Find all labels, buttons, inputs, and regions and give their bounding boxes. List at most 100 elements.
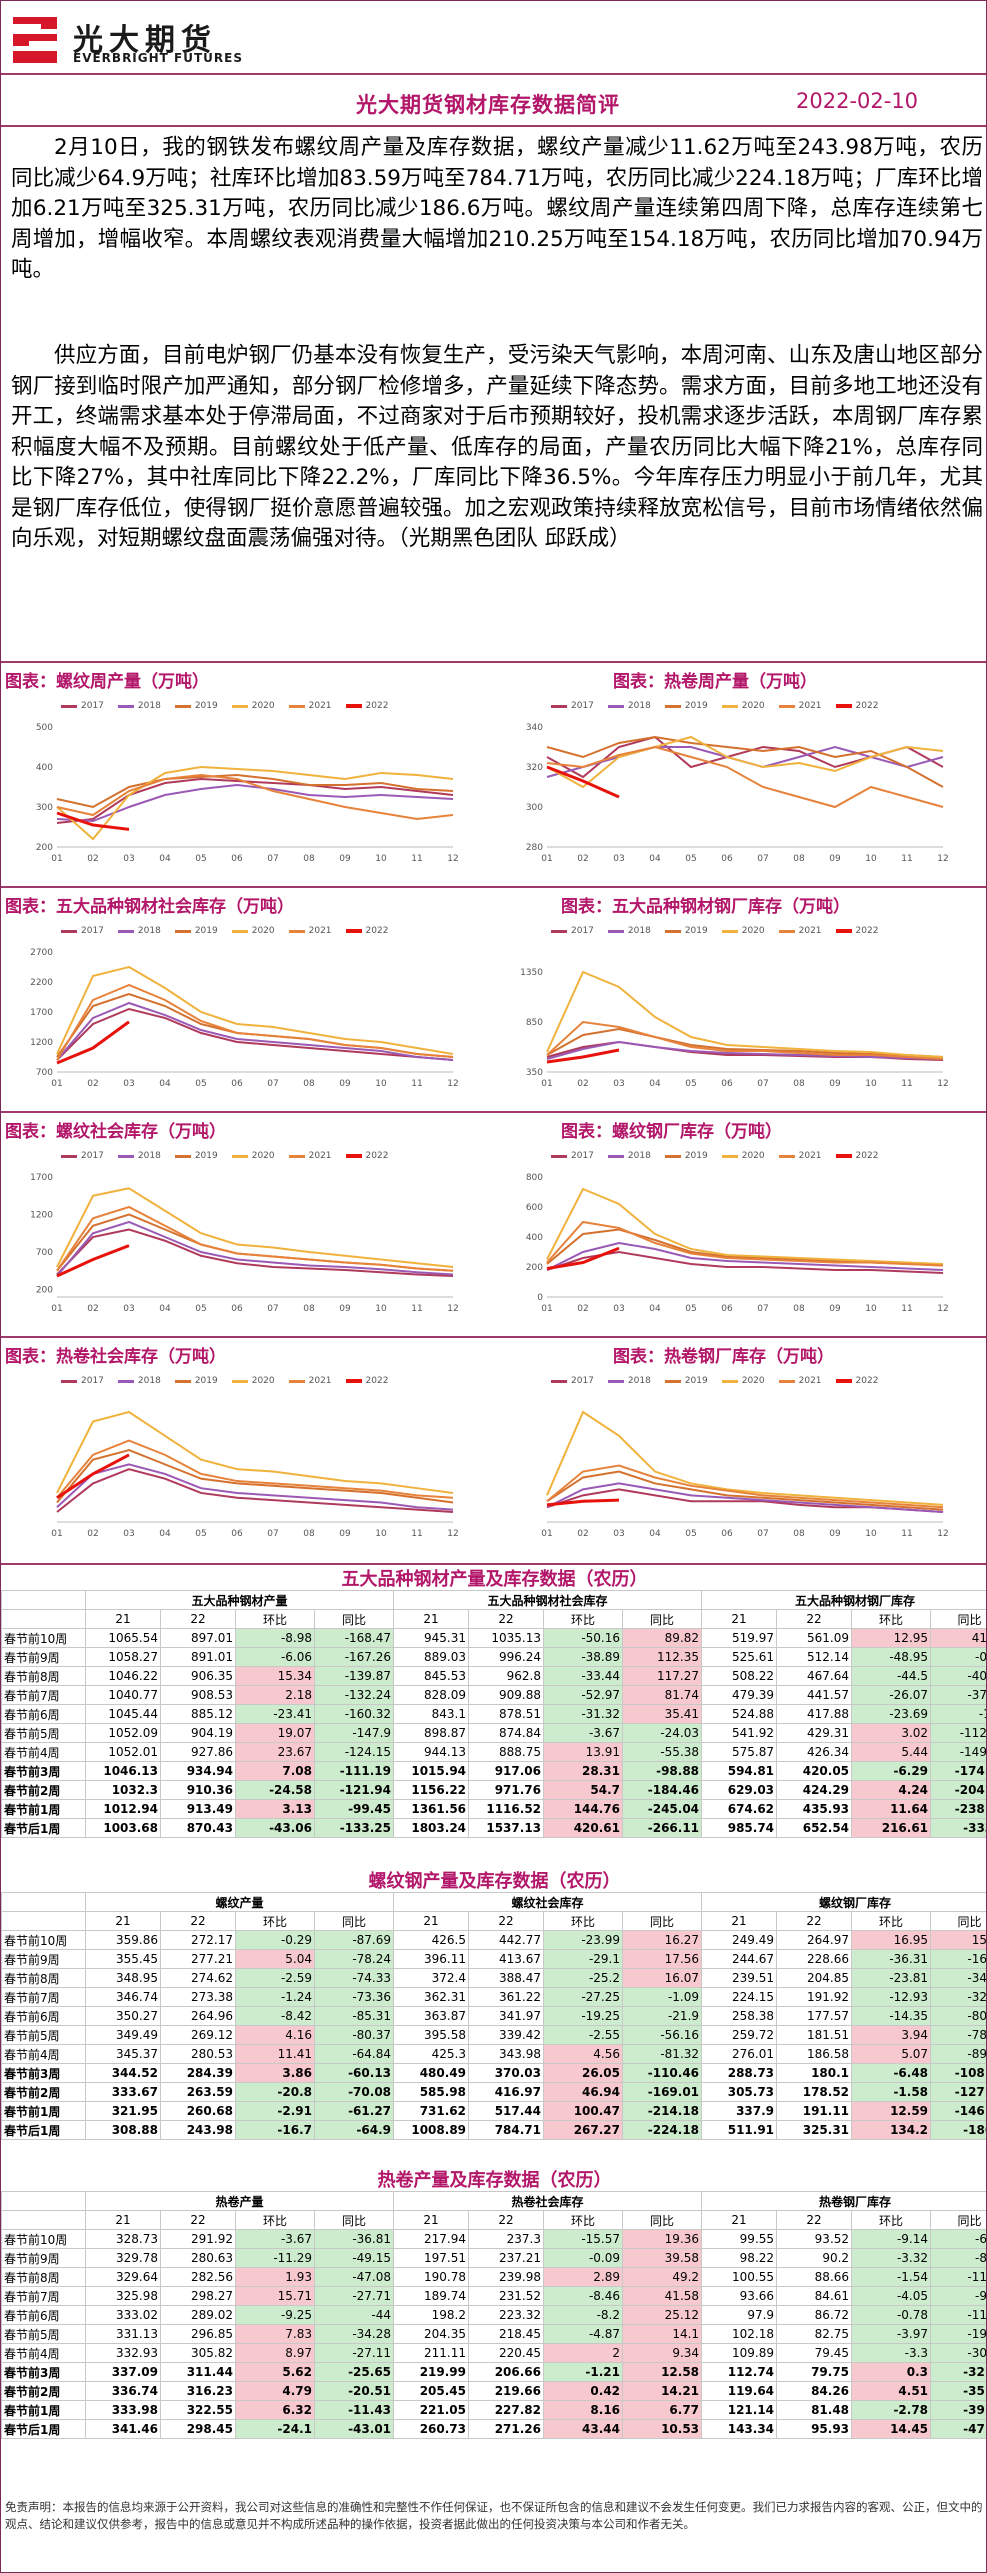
table-cell: -2.55: [543, 2025, 624, 2045]
table-cell: -8.98: [235, 1628, 315, 1648]
legend-label: 2022: [365, 1376, 389, 1386]
column-header: 同比: [930, 1609, 986, 1629]
table-cell: 186.58: [776, 2044, 853, 2064]
table-cell: -34.66: [930, 1968, 986, 1988]
table-row: 春节前9周 329.78 280.63 -11.29 -49.15 197.51 237.2…: [1, 2248, 986, 2268]
table-cell: 6.32: [235, 2400, 315, 2420]
table-cell: 0.3: [851, 2362, 932, 2382]
table-cell: -266.11: [622, 1818, 703, 1838]
table-cell: 388.47: [468, 1968, 545, 1988]
row-label: 春节前2周: [1, 2381, 86, 2401]
legend-label: 2020: [251, 1151, 275, 1161]
series-line-2018: [56, 1001, 454, 1061]
legend-item: 2017: [551, 701, 594, 711]
table-cell: -184.46: [622, 1780, 703, 1800]
column-header: 21: [393, 1911, 470, 1931]
table-cell: -238.69: [930, 1799, 986, 1819]
table-cell: -89.43: [930, 2044, 986, 2064]
line-chart: 01 02 03 04 05 06 07 08 09 10 11 12: [51, 1410, 459, 1539]
row-label: 春节前8周: [1, 1968, 86, 1988]
legend-swatch: [721, 704, 738, 708]
table-cell: 426.5: [393, 1930, 470, 1950]
table-cell: 102.18: [701, 2324, 778, 2344]
table-cell: 361.22: [468, 1987, 545, 2007]
row-label: 春节前10周: [1, 2229, 86, 2249]
table-cell: 98.22: [701, 2248, 778, 2268]
table-cell: -8.42: [235, 2006, 315, 2026]
table-cell: -16.7: [235, 2120, 315, 2140]
x-tick-label: 07: [757, 854, 768, 864]
legend-item: 2018: [607, 1376, 651, 1386]
table-row: 春节前6周 350.27 264.96 -8.42 -85.31 363.87 341.97…: [1, 2006, 986, 2026]
table-cell: -3.3: [851, 2343, 932, 2363]
series-line-2018: [56, 783, 454, 823]
table-row: 春节前8周 1046.22 906.35 15.34 -139.87 845.53 962.…: [1, 1666, 986, 1686]
column-header: 22: [160, 1609, 236, 1629]
table-cell: -14.35: [851, 2006, 932, 2026]
legend-swatch: [721, 1154, 738, 1158]
table-cell: 14.21: [622, 2381, 703, 2401]
row-label: 春节前9周: [1, 1647, 86, 1667]
series-line-2020: [546, 735, 944, 789]
x-tick-label: 05: [685, 1079, 696, 1089]
column-header: 同比: [622, 2210, 703, 2230]
x-tick-label: 10: [865, 854, 877, 864]
x-tick-label: 03: [613, 1079, 624, 1089]
x-tick-label: 07: [267, 854, 278, 864]
legend-swatch: [607, 929, 624, 933]
legend-swatch: [288, 704, 305, 708]
table-cell: 178.52: [776, 2082, 853, 2102]
table-cell: 594.81: [701, 1761, 778, 1781]
series-line-2021: [546, 1020, 944, 1060]
table-cell: 908.53: [160, 1685, 236, 1705]
x-tick-label: 06: [721, 1304, 733, 1314]
table-cell: 370.03: [468, 2063, 545, 2083]
table-cell: 878.51: [468, 1704, 545, 1724]
table-cell: 4.51: [851, 2381, 932, 2401]
legend-item: 2019: [664, 926, 708, 936]
table-cell: 350.27: [85, 2006, 161, 2026]
x-tick-label: 10: [375, 1529, 387, 1539]
table-cell: 97.9: [701, 2305, 778, 2325]
table-cell: 316.23: [160, 2381, 236, 2401]
legend-label: 2020: [251, 1376, 275, 1386]
legend-label: 2018: [627, 701, 651, 711]
x-tick-label: 06: [721, 1529, 733, 1539]
table-cell: 81.48: [776, 2400, 853, 2420]
brand-name-en: EVERBRIGHT FUTURES: [73, 51, 243, 65]
legend-swatch: [61, 1379, 77, 1383]
series-line-2020: [546, 1410, 944, 1506]
legend-swatch: [664, 929, 681, 933]
chart-title: 图表：螺纹钢厂库存（万吨）: [561, 1122, 782, 1142]
table-cell: -8.46: [543, 2286, 624, 2306]
table-cell: 1008.89: [393, 2120, 470, 2140]
table-cell: 906.35: [160, 1666, 236, 1686]
table-cell: 3.13: [235, 1799, 315, 1819]
row-label: 春节前5周: [1, 2025, 86, 2045]
y-tick-label: 1200: [30, 1038, 53, 1048]
corner-cell: [1, 1911, 86, 1931]
table-cell: 1537.13: [468, 1818, 545, 1838]
legend-item: 2020: [721, 926, 765, 936]
legend-item: 2019: [174, 1376, 218, 1386]
table-cell: 12.58: [622, 2362, 703, 2382]
series-line-2022: [56, 1453, 130, 1499]
x-tick-label: 02: [87, 1079, 98, 1089]
legend-swatch: [664, 704, 681, 708]
table-cell: 280.53: [160, 2044, 236, 2064]
table-cell: 109.89: [701, 2343, 778, 2363]
table-cell: 7.08: [235, 1761, 315, 1781]
table-cell: -49.15: [313, 2248, 395, 2268]
data-table: 热卷产量 热卷社会库存 热卷钢厂库存 21 22 环比 同比 21 22 环比 同比 21 22 环比 同比…: [1, 2191, 986, 2439]
x-tick-label: 06: [231, 854, 243, 864]
chart-legend: 2017 2018 2019 2020 2021 2022: [551, 1151, 878, 1161]
table-cell: 3.86: [235, 2063, 315, 2083]
table-cell: 16.95: [851, 1930, 932, 1950]
legend-label: 2021: [308, 926, 332, 936]
column-header: 21: [393, 2210, 470, 2230]
table-cell: 425.3: [393, 2044, 470, 2064]
column-header: 环比: [851, 1609, 932, 1629]
legend-item: 2020: [721, 1151, 765, 1161]
chart-section-row: [1, 661, 986, 663]
row-label: 春节前1周: [1, 2101, 86, 2121]
